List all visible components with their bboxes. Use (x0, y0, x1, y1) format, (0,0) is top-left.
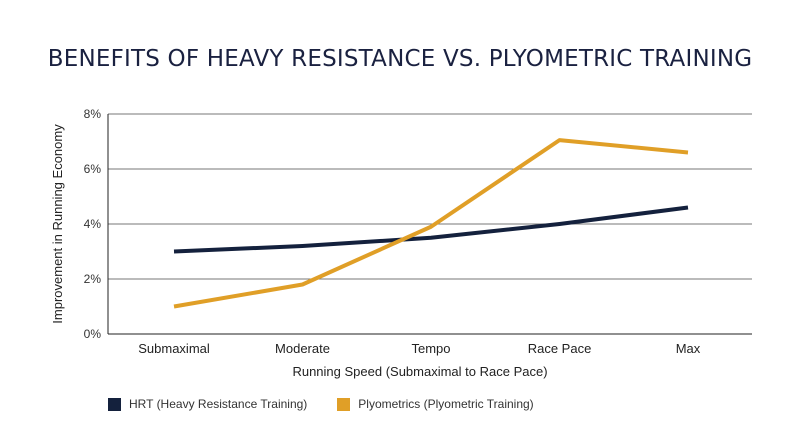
y-tick-label: 0% (84, 327, 102, 341)
x-tick-label: Tempo (411, 341, 450, 356)
series-line-1 (173, 138, 689, 309)
y-tick-label: 8% (84, 107, 102, 121)
legend-swatch-plyometrics (337, 397, 351, 411)
y-tick-labels: 0% 2% 4% 6% 8% (84, 107, 102, 341)
legend-label-hrt: HRT (Heavy Resistance Training) (129, 397, 308, 411)
series-line-0 (173, 205, 689, 254)
y-axis-label: Improvement in Running Economy (50, 124, 65, 324)
legend-item-plyometrics: Plyometrics (Plyometric Training) (337, 397, 534, 411)
y-tick-label: 4% (84, 217, 102, 231)
y-tick-label: 2% (84, 272, 102, 286)
series-lines (173, 138, 689, 309)
grid-lines (108, 113, 752, 280)
legend-swatch-hrt (108, 397, 121, 411)
x-tick-label: Moderate (275, 341, 330, 356)
x-tick-label: Submaximal (138, 341, 210, 356)
y-tick-label: 6% (84, 162, 102, 176)
x-axis-label: Running Speed (Submaximal to Race Pace) (292, 364, 547, 379)
legend-label-plyometrics: Plyometrics (Plyometric Training) (358, 397, 534, 411)
x-tick-labels: Submaximal Moderate Tempo Race Pace Max (138, 341, 701, 356)
legend-item-hrt: HRT (Heavy Resistance Training) (108, 397, 307, 411)
legend: HRT (Heavy Resistance Training) Plyometr… (108, 397, 564, 411)
x-tick-label: Max (676, 341, 701, 356)
chart-title: BENEFITS OF HEAVY RESISTANCE VS. PLYOMET… (47, 46, 753, 72)
x-tick-label: Race Pace (528, 341, 592, 356)
